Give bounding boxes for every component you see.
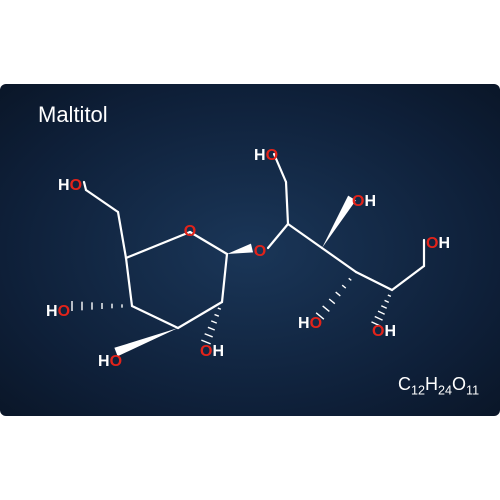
svg-text:OH: OH (352, 193, 376, 210)
svg-text:O: O (254, 243, 266, 260)
svg-text:HO: HO (298, 315, 322, 332)
svg-text:OH: OH (426, 235, 450, 252)
diagram-panel: Maltitol C12H24O11 OHOHOHOOHOHOOHHOOHOH (0, 84, 500, 416)
svg-text:HO: HO (58, 177, 82, 194)
svg-text:HO: HO (254, 147, 278, 164)
svg-text:HO: HO (46, 303, 70, 320)
svg-text:OH: OH (200, 343, 224, 360)
svg-text:OH: OH (372, 323, 396, 340)
svg-text:HO: HO (98, 353, 122, 370)
structure-svg: OHOHOHOOHOHOOHHOOHOH (0, 84, 500, 416)
svg-text:O: O (184, 223, 196, 240)
